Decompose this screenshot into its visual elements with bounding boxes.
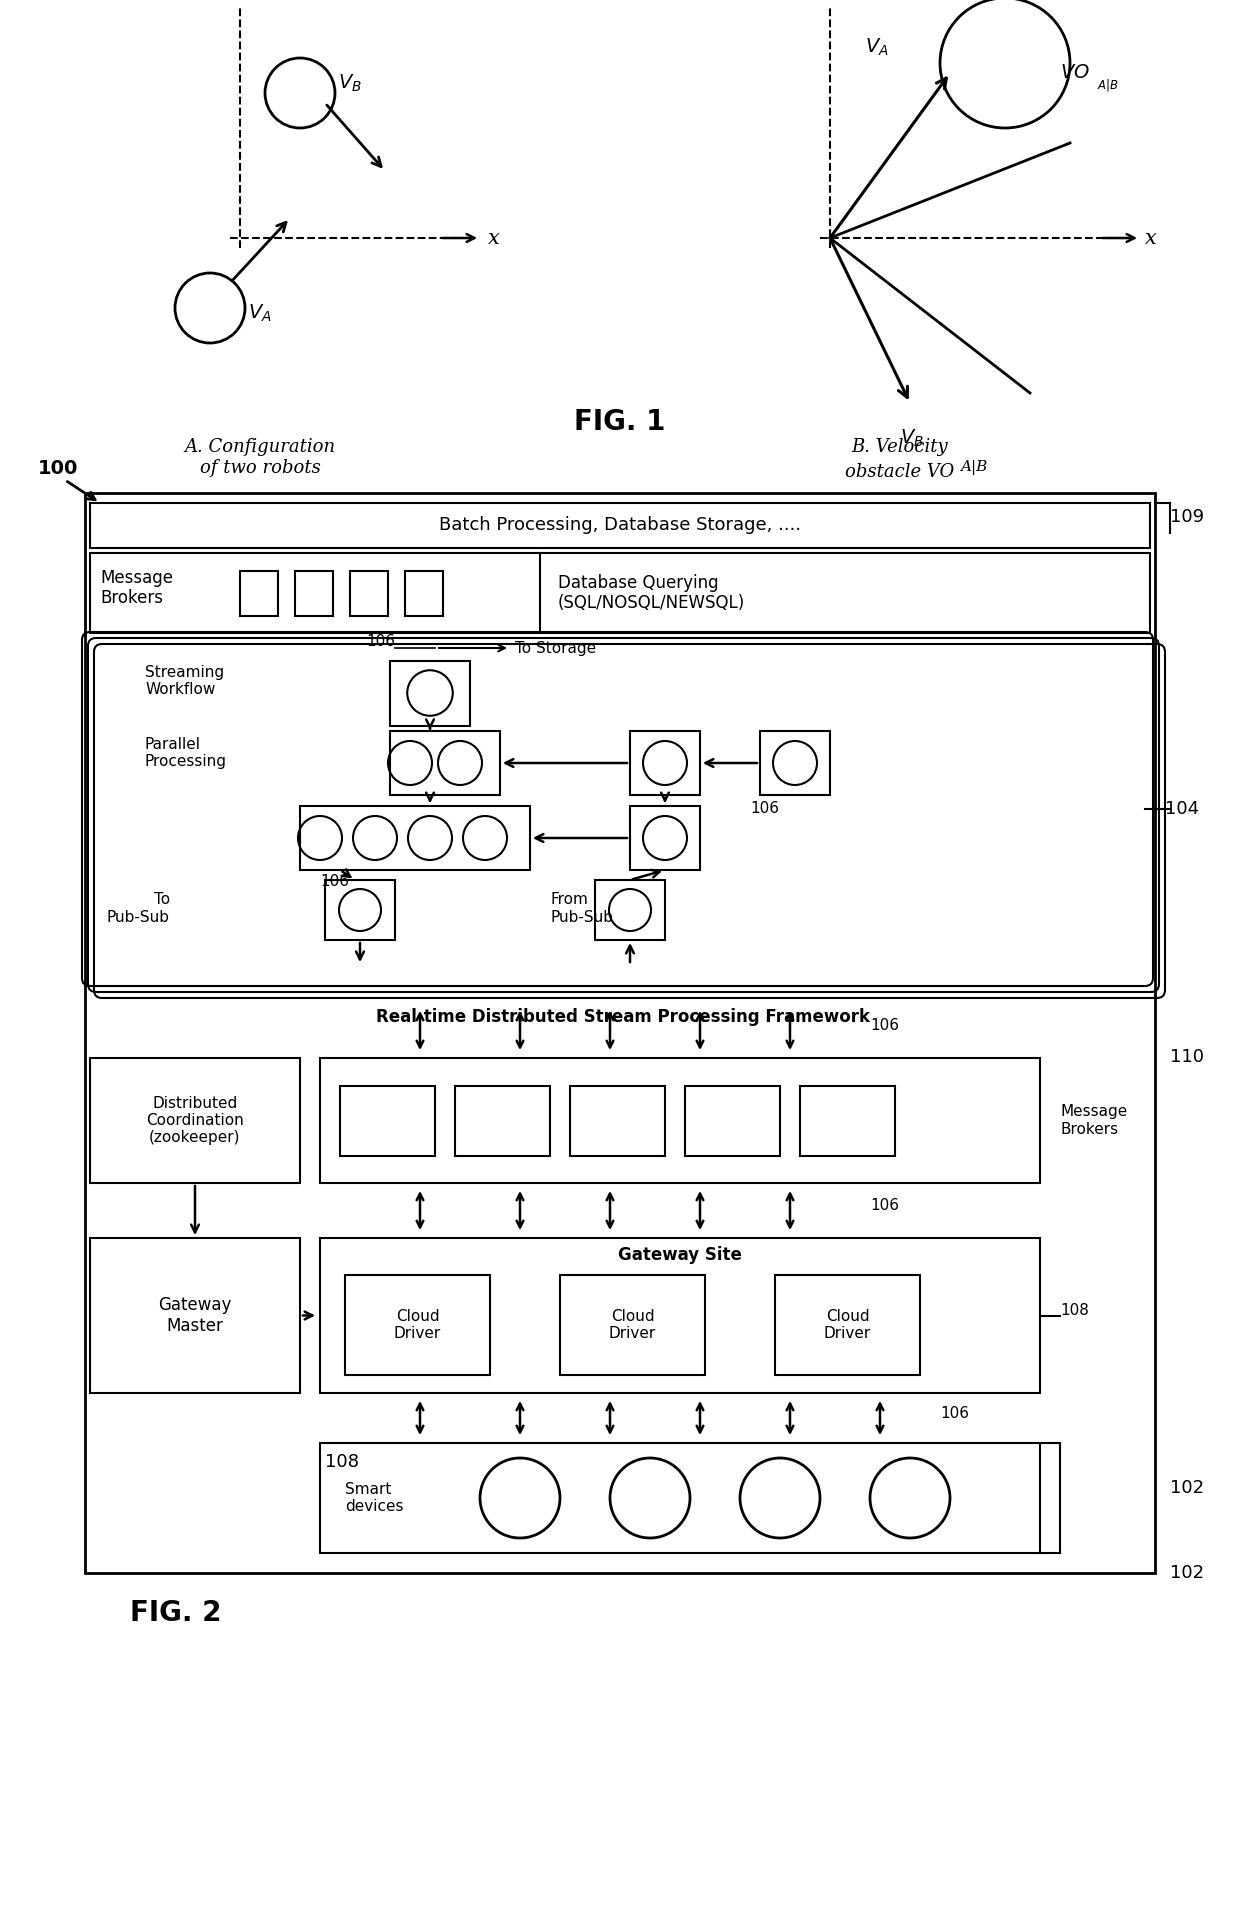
Text: $\mathit{VO}$: $\mathit{VO}$: [1060, 63, 1090, 82]
Text: From: From: [551, 892, 588, 907]
Text: 109: 109: [1171, 508, 1204, 526]
Bar: [595, 880, 665, 940]
Text: 110: 110: [1171, 1047, 1204, 1066]
Text: A. Configuration
of two robots: A. Configuration of two robots: [185, 437, 336, 478]
Bar: [86, 493, 1154, 1573]
Bar: [320, 1237, 1040, 1392]
Bar: [560, 1275, 706, 1375]
Text: FIG. 2: FIG. 2: [130, 1600, 222, 1626]
Text: A|B: A|B: [960, 460, 987, 476]
Text: Cloud
Driver: Cloud Driver: [394, 1308, 441, 1341]
Text: 102: 102: [1171, 1479, 1204, 1498]
Bar: [91, 1059, 300, 1183]
Bar: [455, 1086, 551, 1155]
Text: $\mathit{V}_B$: $\mathit{V}_B$: [900, 428, 924, 449]
Bar: [91, 1237, 300, 1392]
Bar: [91, 503, 1149, 549]
Text: Gateway Site: Gateway Site: [618, 1247, 742, 1264]
Bar: [630, 731, 701, 794]
Text: obstacle VO: obstacle VO: [846, 462, 955, 481]
Bar: [570, 1086, 665, 1155]
Bar: [775, 1275, 920, 1375]
Text: Message
Brokers: Message Brokers: [1060, 1105, 1127, 1137]
Text: 108: 108: [325, 1454, 360, 1471]
Text: Pub-Sub: Pub-Sub: [107, 911, 170, 926]
Bar: [241, 570, 278, 616]
Bar: [760, 731, 830, 794]
Bar: [320, 1442, 1040, 1554]
Text: Real-time Distributed Stream Processing Framework: Real-time Distributed Stream Processing …: [376, 1009, 869, 1026]
Text: B. Velocity: B. Velocity: [852, 437, 949, 456]
Bar: [91, 552, 1149, 633]
Bar: [405, 570, 443, 616]
Text: To: To: [154, 892, 170, 907]
Text: Streaming
Workflow: Streaming Workflow: [145, 666, 224, 698]
Bar: [350, 570, 388, 616]
Text: Distributed
Coordination
(zookeeper): Distributed Coordination (zookeeper): [146, 1095, 244, 1145]
Text: 104: 104: [1166, 800, 1199, 817]
Text: $\mathit{V}_A$: $\mathit{V}_A$: [248, 303, 272, 324]
Bar: [325, 880, 396, 940]
Bar: [391, 660, 470, 725]
Text: 106: 106: [366, 633, 396, 648]
Text: 106: 106: [870, 1199, 899, 1214]
Text: Parallel
Processing: Parallel Processing: [145, 737, 227, 769]
Text: x: x: [489, 228, 500, 247]
Bar: [300, 806, 529, 871]
Text: 100: 100: [38, 458, 78, 478]
Text: 106: 106: [940, 1406, 968, 1421]
Text: Gateway
Master: Gateway Master: [159, 1297, 232, 1335]
Text: 106: 106: [870, 1018, 899, 1034]
Bar: [345, 1275, 490, 1375]
Text: 106: 106: [320, 875, 348, 890]
Text: Smart
devices: Smart devices: [345, 1483, 403, 1513]
Text: Cloud
Driver: Cloud Driver: [609, 1308, 656, 1341]
Bar: [391, 731, 500, 794]
Bar: [340, 1086, 435, 1155]
Text: x: x: [1145, 228, 1157, 247]
Text: $_{A|B}$: $_{A|B}$: [1097, 77, 1118, 94]
Text: 102: 102: [1171, 1563, 1204, 1582]
Text: Database Querying
(SQL/NOSQL/NEWSQL): Database Querying (SQL/NOSQL/NEWSQL): [558, 573, 745, 612]
Text: To Storage: To Storage: [515, 641, 596, 656]
Bar: [295, 570, 334, 616]
Text: $\mathit{V}_B$: $\mathit{V}_B$: [339, 73, 362, 94]
Text: $\mathit{V}_A$: $\mathit{V}_A$: [866, 36, 889, 58]
Bar: [800, 1086, 895, 1155]
Text: Batch Processing, Database Storage, ....: Batch Processing, Database Storage, ....: [439, 516, 801, 535]
Text: Pub-Sub: Pub-Sub: [551, 911, 613, 926]
Bar: [684, 1086, 780, 1155]
Text: Cloud
Driver: Cloud Driver: [823, 1308, 872, 1341]
Bar: [630, 806, 701, 871]
Text: FIG. 1: FIG. 1: [574, 409, 666, 435]
Text: Message
Brokers: Message Brokers: [100, 568, 174, 608]
Bar: [320, 1059, 1040, 1183]
Text: 106: 106: [750, 802, 779, 815]
Text: 108: 108: [1060, 1302, 1089, 1318]
